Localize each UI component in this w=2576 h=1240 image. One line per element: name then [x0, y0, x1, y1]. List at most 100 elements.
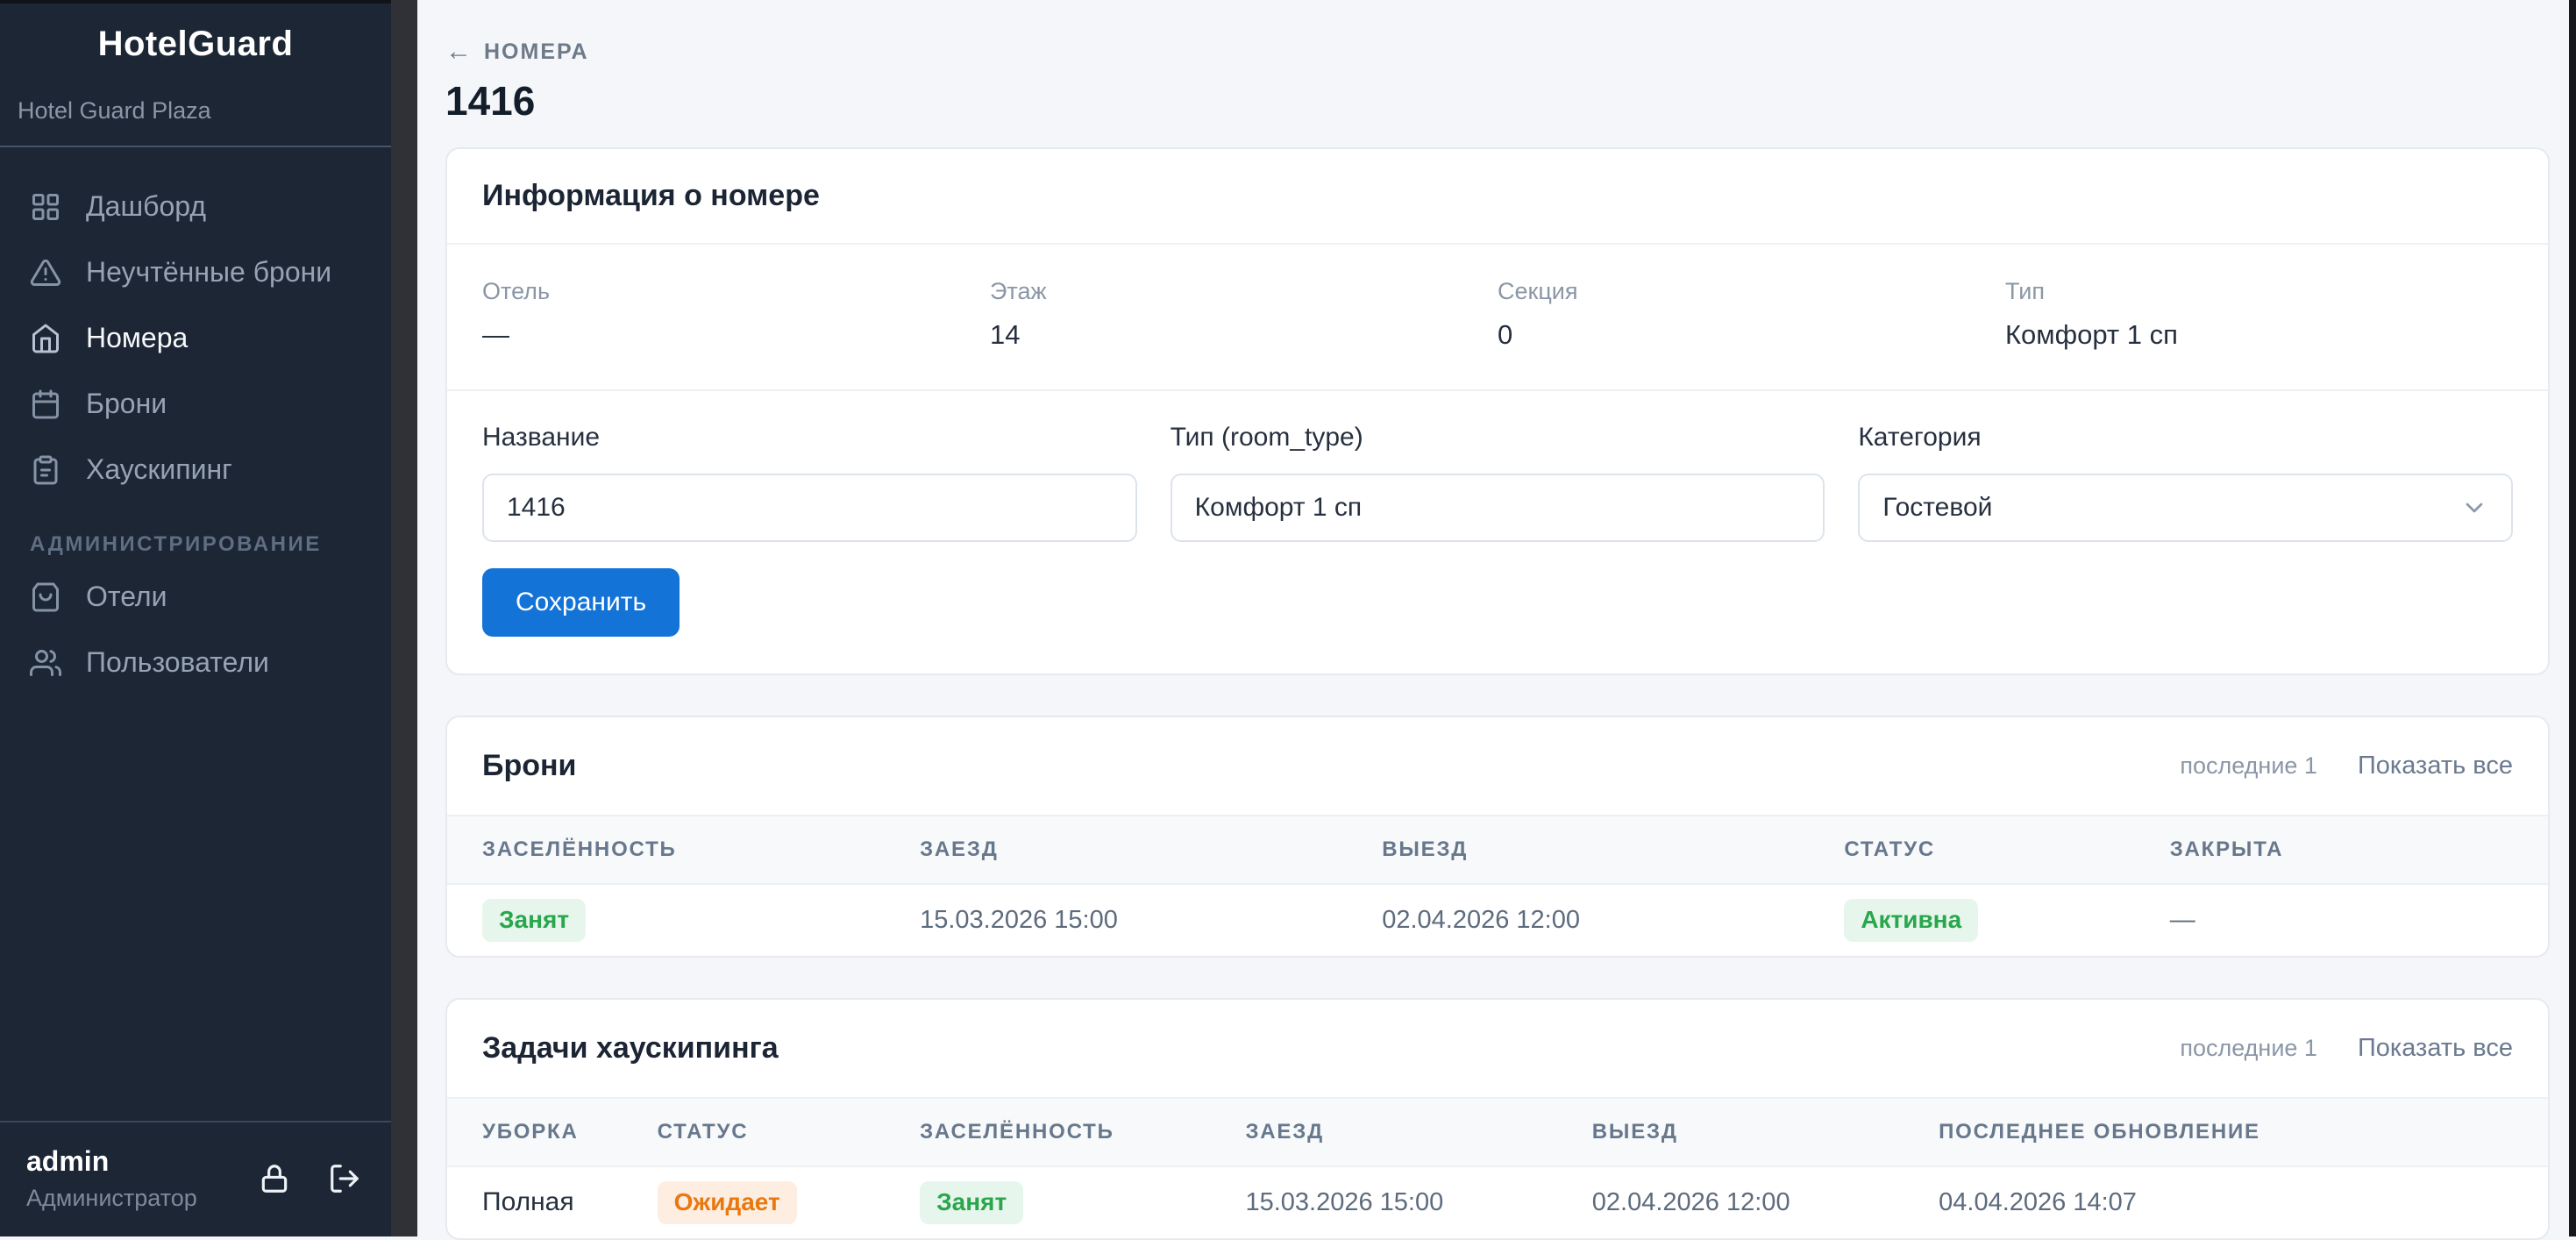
calendar-icon	[30, 388, 61, 420]
name-field-group: Название	[482, 423, 1137, 542]
column-header: ВЫЕЗД	[1591, 1096, 1939, 1167]
sidebar-item-label: Брони	[86, 388, 167, 419]
sidebar-item-housekeeping[interactable]: Хаускипинг	[0, 437, 391, 502]
room-type-input[interactable]	[1170, 474, 1825, 542]
column-header: ЗАСЕЛЁННОСТЬ	[447, 815, 921, 885]
user-name: admin	[26, 1145, 110, 1177]
sidebar-section-administration: АДМИНИСТРИРОВАНИЕ	[30, 532, 322, 556]
stat-label: Отель	[482, 278, 551, 304]
bookings-table-header-row: ЗАСЕЛЁННОСТЬ ЗАЕЗД ВЫЕЗД СТАТУС ЗАКРЫТА	[447, 815, 2548, 885]
housekeeping-title: Задачи хаускипинга	[482, 1030, 779, 1065]
checkin-cell: 15.03.2026 15:00	[920, 905, 1118, 934]
stat-value: Комфорт 1 сп	[2005, 319, 2178, 350]
sidebar-item-label: Неучтённые брони	[86, 256, 332, 288]
sidebar-item-label: Пользователи	[86, 646, 269, 678]
category-field-group: Категория Гостевой	[1858, 423, 2513, 542]
occupancy-cell: Занят	[920, 1166, 1245, 1238]
room-edit-form: Название Тип (room_type) Категория Госте…	[447, 391, 2548, 542]
hotel-subtitle: Hotel Guard Plaza	[18, 97, 211, 124]
column-header: СТАТУС	[657, 1096, 921, 1167]
bookings-card-header: Брони последние 1 Показать все	[447, 717, 2548, 815]
sidebar-item-label: Дашборд	[86, 190, 206, 222]
column-header: ПОСЛЕДНЕЕ ОБНОВЛЕНИЕ	[1939, 1096, 2548, 1167]
status-cell: Ожидает	[657, 1166, 921, 1238]
closed-cell: —	[2169, 905, 2195, 934]
users-icon	[30, 647, 61, 679]
brand-title: HotelGuard	[97, 25, 294, 63]
stat-value: 14	[990, 319, 1021, 350]
clipboard-icon	[30, 454, 61, 486]
logout-icon[interactable]	[328, 1162, 361, 1195]
occupancy-badge: Занят	[482, 899, 587, 942]
sidebar-item-rooms[interactable]: Номера	[0, 305, 391, 371]
bookings-show-all-button[interactable]: Показать все	[2357, 752, 2513, 780]
table-row[interactable]: Полная Ожидает Занят 15.03.2026 15:00 02…	[447, 1166, 2548, 1238]
sidebar-nav: Дашборд Неучтённые брони Номера Брони	[0, 147, 391, 695]
sidebar-scrollbar-gutter[interactable]	[391, 0, 417, 1236]
room-info-card-title: Информация о номере	[447, 149, 2548, 245]
dashboard-grid-icon	[30, 191, 61, 223]
sidebar-item-bookings[interactable]: Брони	[0, 371, 391, 437]
housekeeping-count-label: последние 1	[2180, 1034, 2317, 1061]
sidebar-item-users[interactable]: Пользователи	[0, 630, 391, 695]
save-button[interactable]: Сохранить	[482, 568, 680, 637]
checkout-cell: 02.04.2026 12:00	[1382, 905, 1580, 934]
checkout-cell: 02.04.2026 12:00	[1591, 1187, 1790, 1216]
bookings-count-label: последние 1	[2180, 752, 2317, 779]
user-role: Администратор	[26, 1185, 197, 1211]
breadcrumb-back-rooms[interactable]: ← НОМЕРА	[445, 37, 589, 67]
table-row[interactable]: Занят 15.03.2026 15:00 02.04.2026 12:00 …	[447, 884, 2548, 956]
sidebar-item-hotels[interactable]: Отели	[0, 564, 391, 630]
back-arrow-icon: ←	[445, 37, 472, 66]
stat-label: Этаж	[990, 278, 1047, 304]
category-select-value: Гостевой	[1882, 493, 1993, 522]
housekeeping-table: УБОРКА СТАТУС ЗАСЕЛЁННОСТЬ ЗАЕЗД ВЫЕЗД П…	[447, 1096, 2548, 1238]
sidebar-item-label: Отели	[86, 581, 167, 612]
occupancy-cell: Занят	[447, 884, 920, 956]
stat-type: Тип Комфорт 1 сп	[2005, 278, 2513, 351]
column-header: СТАТУС	[1844, 815, 2170, 885]
sidebar-header: HotelGuard Hotel Guard Plaza	[0, 4, 391, 147]
cleaning-cell: Полная	[482, 1187, 574, 1217]
sidebar-item-label: Хаускипинг	[86, 453, 232, 485]
sidebar-item-dashboard[interactable]: Дашборд	[0, 174, 391, 239]
category-select[interactable]: Гостевой	[1858, 474, 2513, 542]
housekeeping-card: Задачи хаускипинга последние 1 Показать …	[445, 997, 2550, 1240]
room-type-field-group: Тип (room_type)	[1170, 423, 1825, 542]
column-header: ЗАКРЫТА	[2169, 815, 2548, 885]
bookings-title: Брони	[482, 749, 577, 782]
bookings-meta: последние 1 Показать все	[2180, 752, 2513, 780]
window-right-edge	[2569, 0, 2576, 1236]
stat-label: Тип	[2005, 278, 2046, 304]
housekeeping-table-header-row: УБОРКА СТАТУС ЗАСЕЛЁННОСТЬ ЗАЕЗД ВЫЕЗД П…	[447, 1096, 2548, 1167]
stat-value: 0	[1498, 319, 1513, 350]
room-info-card: Информация о номере Отель — Этаж 14 Секц…	[445, 147, 2550, 675]
page-title: 1416	[445, 78, 536, 124]
column-header: ЗАЕЗД	[920, 815, 1383, 885]
home-icon	[30, 323, 61, 354]
sidebar-user-block: admin Администратор	[0, 1121, 391, 1236]
column-header: ЗАЕЗД	[1245, 1096, 1592, 1167]
lock-icon[interactable]	[258, 1162, 291, 1195]
status-badge: Активна	[1844, 899, 1979, 942]
bookings-table: ЗАСЕЛЁННОСТЬ ЗАЕЗД ВЫЕЗД СТАТУС ЗАКРЫТА …	[447, 815, 2548, 956]
main-content: ← НОМЕРА 1416 Информация о номере Отель …	[417, 0, 2576, 1240]
stat-floor: Этаж 14	[990, 278, 1498, 351]
housekeeping-meta: последние 1 Показать все	[2180, 1034, 2513, 1063]
stat-value: —	[482, 319, 509, 350]
category-field-label: Категория	[1858, 423, 1982, 452]
housekeeping-show-all-button[interactable]: Показать все	[2357, 1033, 2513, 1062]
name-field-label: Название	[482, 423, 601, 452]
sidebar-item-unaccounted-bookings[interactable]: Неучтённые брони	[0, 239, 391, 305]
checkin-cell: 15.03.2026 15:00	[1245, 1187, 1444, 1216]
breadcrumb-label: НОМЕРА	[484, 39, 589, 64]
room-type-field-label: Тип (room_type)	[1170, 423, 1363, 452]
user-actions	[258, 1162, 361, 1195]
status-badge: Ожидает	[657, 1180, 797, 1224]
name-input[interactable]	[482, 474, 1137, 542]
sidebar: HotelGuard Hotel Guard Plaza Дашборд Неу…	[0, 0, 391, 1236]
chevron-down-icon	[2460, 494, 2488, 522]
stat-hotel: Отель —	[482, 278, 990, 351]
stat-label: Секция	[1498, 278, 1578, 304]
